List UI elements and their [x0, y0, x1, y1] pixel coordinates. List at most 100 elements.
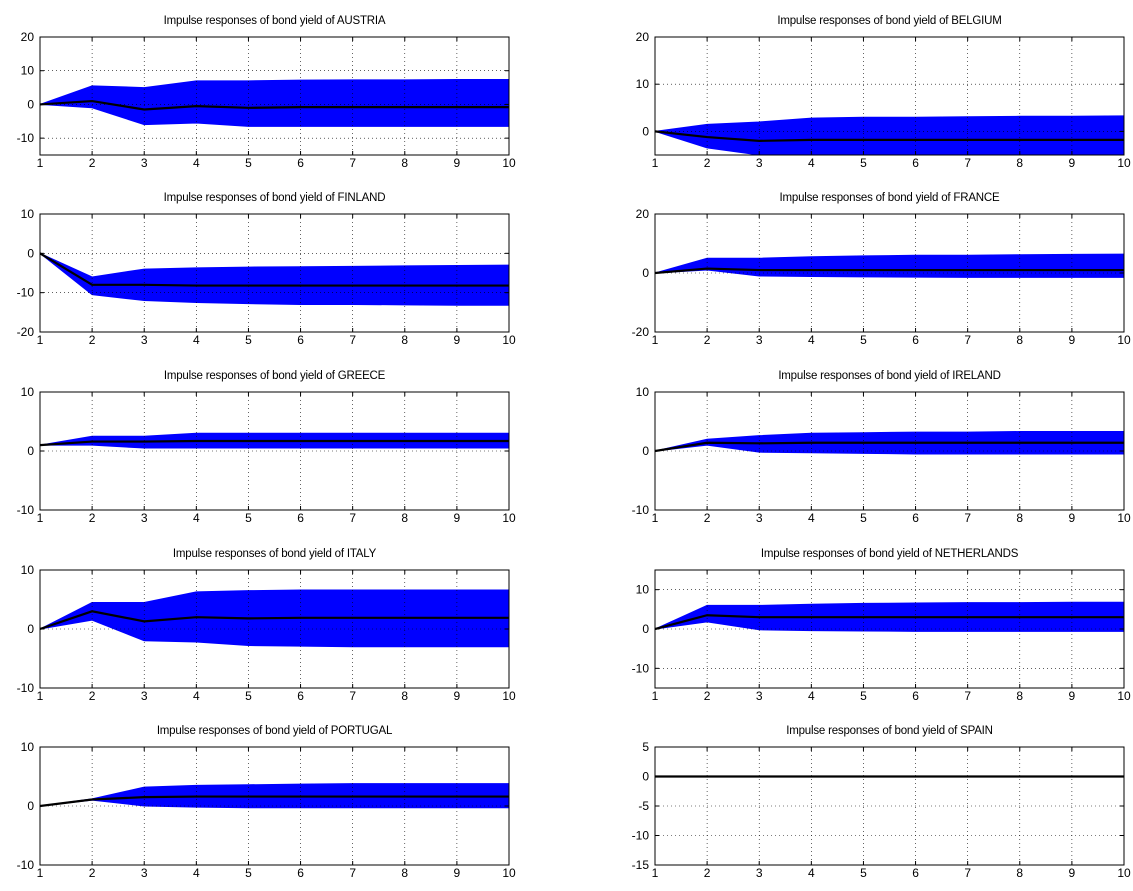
x-tick-label: 10 [1117, 156, 1131, 170]
x-tick-label: 7 [349, 866, 356, 880]
x-tick-label: 2 [704, 866, 711, 880]
x-tick-label: 3 [141, 333, 148, 347]
x-tick-label: 2 [89, 333, 96, 347]
chart-panel: 1 2 3 4 5 6 7 8 9 10 -10 0 10 [17, 740, 516, 880]
x-tick-label: 7 [964, 866, 971, 880]
y-tick-label: -10 [17, 681, 35, 695]
x-tick-label: 1 [652, 333, 659, 347]
confidence-band [40, 78, 509, 127]
x-tick-label: 6 [912, 511, 919, 525]
x-tick-label: 2 [704, 156, 711, 170]
y-tick-label: 0 [27, 622, 34, 636]
x-tick-label: 8 [1016, 333, 1023, 347]
x-tick-label: 5 [860, 866, 867, 880]
x-tick-label: 4 [808, 156, 815, 170]
x-tick-label: 2 [89, 866, 96, 880]
axes-box [654, 746, 1125, 866]
y-tick-label: 10 [21, 563, 35, 577]
y-tick-label: 10 [636, 583, 650, 597]
x-tick-label: 1 [652, 511, 659, 525]
axes-box [39, 213, 510, 333]
chart-panel: 1 2 3 4 5 6 7 8 9 10 -20 -10 0 10 [17, 207, 516, 347]
plot-area: 1 2 3 4 5 6 7 8 9 10 0 10 20 [636, 30, 1131, 170]
x-tick-label: 10 [1117, 866, 1131, 880]
x-tick-label: 9 [454, 689, 461, 703]
x-tick-label: 3 [756, 511, 763, 525]
y-tick-label: -10 [17, 503, 35, 517]
x-tick-label: 7 [964, 156, 971, 170]
axes-box [39, 391, 510, 511]
y-tick-label: 0 [27, 97, 34, 111]
median-response-line [40, 795, 509, 808]
y-tick-label: 0 [27, 444, 34, 458]
x-tick-label: 5 [860, 333, 867, 347]
chart-title: Impulse responses of bond yield of BELGI… [777, 15, 1002, 27]
x-tick-label: 8 [401, 156, 408, 170]
x-tick-label: 4 [808, 866, 815, 880]
x-tick-label: 9 [454, 511, 461, 525]
chart-panel: 1 2 3 4 5 6 7 8 9 10 -15 -10 -5 0 5 [632, 740, 1131, 880]
x-tick-label: 2 [89, 511, 96, 525]
x-tick-label: 9 [1069, 511, 1076, 525]
x-tick-label: 9 [1069, 689, 1076, 703]
chart-panel: 1 2 3 4 5 6 7 8 9 10 -10 0 10 [632, 385, 1131, 525]
chart-title: Impulse responses of bond yield of FRANC… [779, 192, 1000, 204]
x-tick-label: 6 [297, 333, 304, 347]
x-tick-label: 1 [652, 689, 659, 703]
y-tick-label: -15 [632, 858, 650, 872]
x-tick-label: 10 [502, 689, 516, 703]
x-tick-label: 5 [245, 689, 252, 703]
x-tick-label: 5 [245, 156, 252, 170]
x-tick-label: 4 [193, 156, 200, 170]
x-tick-label: 2 [89, 156, 96, 170]
x-tick-label: 7 [964, 333, 971, 347]
plot-area: 1 2 3 4 5 6 7 8 9 10 -10 0 10 [17, 563, 516, 703]
x-tick-label: 8 [401, 511, 408, 525]
x-tick-label: 1 [37, 866, 44, 880]
chart-title: Impulse responses of bond yield of SPAIN [786, 725, 993, 737]
median-response-line [40, 439, 509, 447]
median-response-line [655, 441, 1124, 453]
y-tick-label: 0 [642, 266, 649, 280]
x-tick-label: 3 [141, 156, 148, 170]
x-tick-label: 7 [349, 333, 356, 347]
y-tick-label: 10 [636, 77, 650, 91]
x-tick-label: 9 [1069, 866, 1076, 880]
plot-area: 1 2 3 4 5 6 7 8 9 10 -10 0 10 [632, 569, 1131, 703]
x-tick-label: 3 [756, 333, 763, 347]
y-tick-label: 5 [642, 740, 649, 754]
x-tick-label: 6 [912, 156, 919, 170]
x-tick-label: 10 [502, 156, 516, 170]
y-tick-label: -10 [17, 286, 35, 300]
x-tick-label: 10 [502, 511, 516, 525]
x-tick-label: 10 [502, 866, 516, 880]
axes-box [654, 36, 1125, 156]
x-tick-label: 1 [37, 333, 44, 347]
y-tick-label: 0 [642, 124, 649, 138]
confidence-band [40, 252, 509, 306]
median-response-line [40, 610, 509, 631]
x-tick-label: 5 [860, 156, 867, 170]
y-tick-label: -5 [638, 799, 649, 813]
y-tick-label: -20 [17, 325, 35, 339]
x-tick-label: 10 [502, 333, 516, 347]
x-tick-label: 8 [401, 866, 408, 880]
x-tick-label: 5 [245, 866, 252, 880]
y-tick-label: 20 [636, 30, 650, 44]
chart-panel: 1 2 3 4 5 6 7 8 9 10 -10 0 10 [17, 563, 516, 703]
x-tick-label: 8 [1016, 689, 1023, 703]
median-response-line [40, 252, 509, 287]
chart-title: Impulse responses of bond yield of PORTU… [156, 725, 393, 737]
y-tick-label: -10 [17, 858, 35, 872]
x-tick-label: 3 [141, 866, 148, 880]
chart-title: Impulse responses of bond yield of IRELA… [778, 370, 1001, 382]
x-tick-label: 7 [964, 511, 971, 525]
x-tick-label: 9 [454, 866, 461, 880]
x-tick-label: 4 [808, 333, 815, 347]
x-tick-label: 3 [756, 156, 763, 170]
confidence-band [655, 115, 1124, 155]
x-tick-label: 8 [401, 689, 408, 703]
x-tick-label: 3 [141, 689, 148, 703]
y-tick-label: 10 [21, 207, 35, 221]
x-tick-label: 8 [1016, 511, 1023, 525]
